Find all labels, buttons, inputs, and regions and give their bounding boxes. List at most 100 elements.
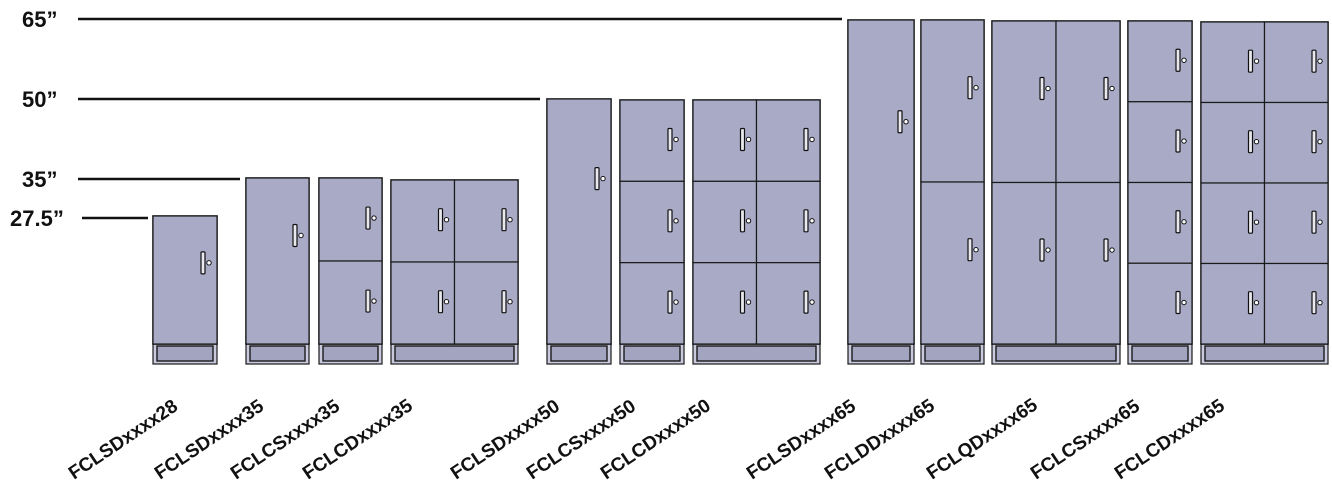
cabinet-base-recess: [394, 345, 515, 362]
cabinet-FCLSDxxxx28: [152, 215, 218, 365]
door-handle-icon: [501, 290, 507, 314]
locker-door: [390, 179, 456, 263]
cabinet-FCLSDxxxx65: [847, 19, 915, 365]
door-handle-icon: [1247, 291, 1254, 315]
cabinet-base-recess: [851, 345, 911, 362]
door-handle-icon: [1311, 49, 1317, 73]
door-handle-icon: [967, 76, 973, 100]
cabinet-base-recess: [156, 345, 214, 362]
door-handle-icon: [667, 290, 673, 314]
lock-icon: [745, 299, 752, 305]
locker-door: [1263, 101, 1329, 184]
lock-icon: [903, 119, 909, 125]
locker-door: [1127, 101, 1193, 184]
lock-icon: [507, 299, 513, 305]
lock-icon: [745, 218, 752, 224]
lock-icon: [1317, 299, 1323, 306]
lock-icon: [1253, 219, 1260, 225]
locker-door: [847, 19, 915, 345]
lock-icon: [1317, 219, 1323, 225]
cabinet-FCLQDxxxx65: [991, 20, 1121, 365]
height-markers: 65” 50” 35” 27.5”: [10, 7, 842, 231]
locker-door: [755, 99, 821, 182]
model-label: FCLQDxxxx65: [923, 394, 1042, 484]
lock-icon: [1317, 138, 1323, 145]
cabinets: [152, 19, 1329, 365]
lock-icon: [600, 175, 606, 182]
cabinet-FCLCDxxxx65: [1200, 21, 1329, 365]
cabinet-FCLSDxxxx35: [245, 177, 310, 365]
cabinet-base-recess: [1131, 345, 1189, 362]
locker-door: [1263, 21, 1329, 104]
locker-door: [453, 179, 519, 263]
door-handle-icon: [200, 251, 206, 275]
cabinet-FCLCSxxxx35: [318, 177, 383, 365]
cabinet-base-recess: [249, 345, 306, 362]
lock-icon: [745, 136, 752, 143]
locker-door: [453, 261, 519, 345]
door-handle-icon: [739, 209, 746, 233]
lock-icon: [673, 136, 679, 143]
model-labels: FCLSDxxxx28FCLSDxxxx35FCLCSxxxx35FCLCDxx…: [65, 394, 1229, 484]
lock-icon: [1253, 138, 1260, 145]
door-handle-icon: [803, 290, 809, 314]
locker-door: [991, 181, 1057, 345]
door-handle-icon: [1039, 76, 1045, 101]
door-handle-icon: [667, 127, 673, 152]
lock-icon: [1253, 58, 1260, 64]
door-handle-icon: [1039, 238, 1045, 262]
cabinet-base-recess: [995, 345, 1117, 362]
locker-door: [1263, 262, 1329, 345]
locker-door: [1127, 262, 1193, 345]
lock-icon: [673, 218, 679, 224]
lock-icon: [673, 299, 679, 305]
lock-icon: [507, 217, 513, 223]
height-label-27-5: 27.5”: [10, 206, 64, 231]
cabinet-FCLCDxxxx35: [390, 179, 519, 365]
locker-door: [390, 261, 456, 345]
lock-icon: [206, 260, 212, 266]
locker-door: [245, 177, 310, 345]
height-label-35: 35”: [22, 167, 57, 192]
locker-door: [920, 19, 985, 183]
cabinet-base-recess: [696, 345, 817, 362]
door-handle-icon: [967, 238, 973, 262]
lock-icon: [1181, 57, 1187, 63]
lock-icon: [1109, 247, 1115, 253]
lock-icon: [298, 232, 304, 239]
locker-door: [991, 20, 1057, 184]
door-handle-icon: [1247, 130, 1254, 154]
locker-door: [692, 262, 758, 345]
door-handle-icon: [501, 208, 507, 232]
door-handle-icon: [1103, 76, 1109, 101]
locker-door: [619, 99, 685, 182]
locker-door: [546, 98, 612, 345]
door-handle-icon: [739, 290, 746, 314]
lock-icon: [443, 217, 450, 223]
door-handle-icon: [594, 167, 600, 191]
locker-door: [1055, 181, 1121, 345]
locker-door: [619, 262, 685, 345]
lock-icon: [809, 136, 815, 143]
door-handle-icon: [1311, 130, 1317, 154]
locker-door: [1263, 182, 1329, 265]
height-label-65: 65”: [22, 7, 57, 32]
door-handle-icon: [1103, 238, 1109, 262]
lock-icon: [1181, 138, 1187, 144]
lock-icon: [371, 298, 377, 304]
lock-icon: [973, 247, 979, 253]
locker-door: [619, 180, 685, 264]
door-handle-icon: [897, 110, 903, 134]
lock-icon: [1045, 85, 1051, 92]
cabinet-base-recess: [623, 345, 681, 362]
locker-door: [755, 262, 821, 345]
cabinet-base-recess: [924, 345, 981, 362]
locker-door: [1127, 181, 1193, 264]
lock-icon: [973, 85, 979, 91]
door-handle-icon: [1311, 291, 1317, 315]
locker-door: [920, 181, 985, 345]
lock-icon: [809, 218, 815, 224]
cabinet-FCLDDxxxx65: [920, 19, 985, 365]
cabinet-base-recess: [322, 345, 379, 362]
door-handle-icon: [803, 127, 809, 152]
